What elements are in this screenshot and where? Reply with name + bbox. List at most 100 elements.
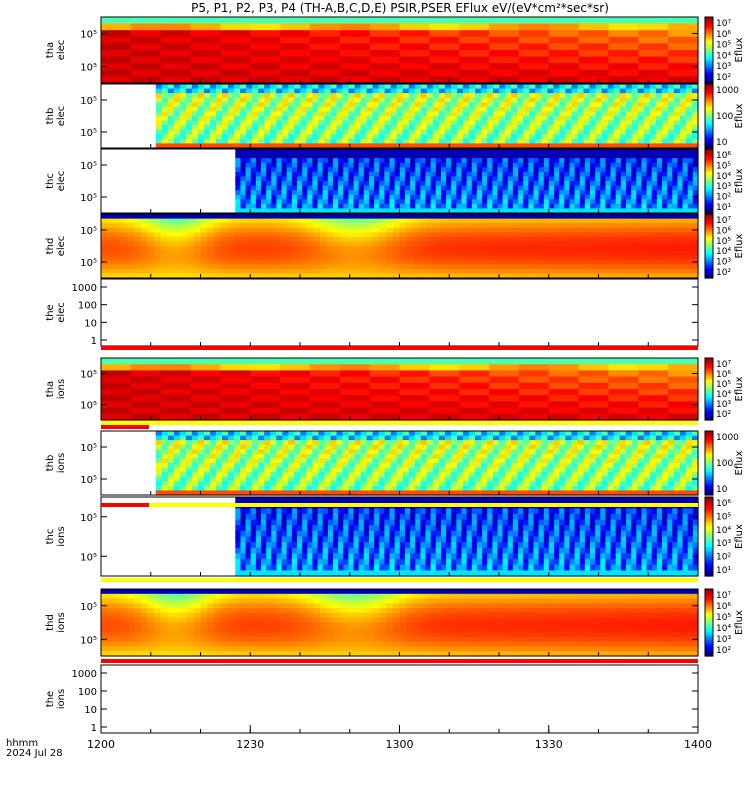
spectrogram-cell bbox=[227, 218, 235, 224]
spectrogram-cell bbox=[324, 435, 331, 441]
spectrogram-cell bbox=[461, 194, 468, 200]
spectrogram-cell bbox=[432, 227, 440, 233]
spectrogram-cell bbox=[286, 171, 293, 178]
spectrogram-cell bbox=[636, 194, 642, 200]
spectrogram-cell bbox=[240, 218, 248, 224]
spectrogram-cell bbox=[252, 134, 259, 140]
spectrogram-cell bbox=[203, 481, 211, 487]
spectrogram-cell bbox=[643, 134, 651, 140]
spectrogram-cell bbox=[538, 190, 545, 196]
spectrogram-cell bbox=[210, 485, 217, 492]
spectrogram-cell bbox=[511, 116, 518, 122]
spectrogram-cell bbox=[679, 111, 687, 117]
spectrogram-cell bbox=[190, 76, 222, 84]
spectrogram-cell bbox=[461, 185, 468, 191]
spectrogram-cell bbox=[216, 143, 223, 149]
spectrogram-cell bbox=[405, 167, 411, 173]
spectrogram-cell bbox=[591, 241, 600, 247]
spectrogram-cell bbox=[130, 389, 162, 396]
spectrogram-cell bbox=[379, 273, 387, 279]
spectrogram-cell bbox=[250, 185, 257, 191]
colorbar-cell bbox=[705, 393, 713, 396]
spectrogram-cell bbox=[502, 199, 509, 205]
spectrogram-cell bbox=[472, 214, 480, 220]
spectrogram-cell bbox=[548, 153, 555, 159]
spectrogram-cell bbox=[228, 431, 235, 437]
spectrogram-cell bbox=[264, 116, 271, 122]
spectrogram-cell bbox=[643, 111, 651, 117]
spectrogram-cell bbox=[185, 84, 193, 90]
spectrogram-cell bbox=[313, 214, 321, 220]
spectrogram-cell bbox=[280, 264, 288, 270]
spectrogram-cell bbox=[399, 376, 430, 384]
spectrogram-cell bbox=[589, 102, 597, 108]
spectrogram-cell bbox=[193, 223, 202, 229]
spectrogram-cell bbox=[452, 227, 460, 233]
spectrogram-cell bbox=[638, 246, 646, 252]
spectrogram-cell bbox=[402, 111, 410, 117]
spectrogram-cell bbox=[578, 364, 610, 371]
spectrogram-cell bbox=[564, 194, 570, 200]
spectrogram-cell bbox=[528, 203, 535, 210]
spectrogram-cell bbox=[250, 190, 257, 196]
spectrogram-cell bbox=[406, 250, 414, 256]
spectrogram-cell bbox=[252, 102, 259, 108]
spectrogram-cell bbox=[353, 199, 360, 205]
spectrogram-cell bbox=[240, 125, 247, 131]
spectrogram-cell bbox=[366, 218, 374, 224]
spectrogram-cell bbox=[499, 236, 507, 243]
spectrogram-cell bbox=[554, 167, 560, 173]
spectrogram-cell bbox=[276, 162, 283, 168]
spectrogram-cell bbox=[339, 358, 371, 365]
spectrogram-cell bbox=[250, 56, 281, 64]
spectrogram-cell bbox=[649, 111, 657, 117]
spectrogram-cell bbox=[644, 255, 653, 261]
panel-label-probe: the bbox=[45, 304, 56, 320]
spectrogram-cell bbox=[258, 106, 265, 113]
spectrogram-cell bbox=[394, 149, 401, 155]
spectrogram-cell bbox=[120, 232, 129, 238]
spectrogram-cell bbox=[190, 69, 222, 77]
spectrogram-cell bbox=[415, 162, 421, 168]
spectrogram-cell bbox=[672, 194, 678, 200]
spectrogram-cell bbox=[336, 88, 344, 94]
spectrogram-cell bbox=[678, 268, 686, 275]
spectrogram-cell bbox=[366, 93, 374, 99]
spectrogram-cell bbox=[180, 232, 188, 238]
spectrogram-cell bbox=[336, 458, 344, 464]
spectrogram-cell bbox=[406, 236, 414, 243]
y-tick-label: 10⁵ bbox=[80, 63, 97, 74]
spectrogram-cell bbox=[459, 36, 490, 44]
spectrogram-cell bbox=[502, 203, 509, 210]
colorbar-cell bbox=[705, 241, 713, 245]
spectrogram-cell bbox=[358, 162, 365, 168]
spectrogram-cell bbox=[348, 129, 356, 135]
spectrogram-cell bbox=[246, 88, 253, 94]
spectrogram-cell bbox=[485, 218, 493, 224]
spectrogram-cell bbox=[482, 185, 488, 191]
spectrogram-cell bbox=[264, 106, 271, 113]
spectrogram-cell bbox=[174, 259, 182, 265]
spectrogram-cell bbox=[487, 88, 494, 94]
spectrogram-cell bbox=[379, 214, 387, 220]
spectrogram-cell bbox=[631, 120, 639, 126]
spectrogram-cell bbox=[307, 171, 313, 178]
spectrogram-cell bbox=[655, 84, 663, 90]
spectrogram-cell bbox=[235, 162, 241, 168]
colorbar-cell bbox=[705, 206, 713, 210]
spectrogram-cell bbox=[610, 158, 617, 164]
spectrogram-cell bbox=[333, 236, 341, 243]
spectrogram-cell bbox=[661, 102, 669, 108]
spectrogram-cell bbox=[493, 125, 500, 131]
colorbar-cell bbox=[705, 252, 713, 256]
spectrogram-cell bbox=[631, 259, 639, 265]
colorbar-cell bbox=[705, 360, 713, 363]
spectrogram-cell bbox=[319, 232, 328, 238]
spectrogram-cell bbox=[260, 236, 268, 243]
spectrogram-cell bbox=[343, 181, 349, 187]
spectrogram-cell bbox=[300, 485, 307, 492]
spectrogram-cell bbox=[601, 129, 609, 135]
spectrogram-cell bbox=[312, 176, 319, 182]
spectrogram-cell bbox=[330, 458, 338, 464]
spectrogram-cell bbox=[220, 63, 251, 71]
